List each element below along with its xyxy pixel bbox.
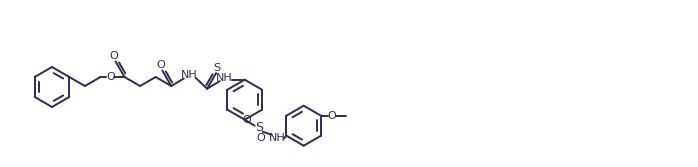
Text: NH: NH — [181, 70, 198, 80]
Text: NH: NH — [216, 73, 233, 83]
Text: O: O — [109, 51, 118, 61]
Text: O: O — [256, 133, 265, 143]
Text: O: O — [242, 115, 251, 125]
Text: O: O — [156, 60, 165, 70]
Text: NH: NH — [269, 133, 286, 143]
Text: S: S — [255, 121, 262, 134]
Text: O: O — [106, 72, 115, 82]
Text: S: S — [214, 63, 221, 73]
Text: O: O — [327, 111, 336, 121]
